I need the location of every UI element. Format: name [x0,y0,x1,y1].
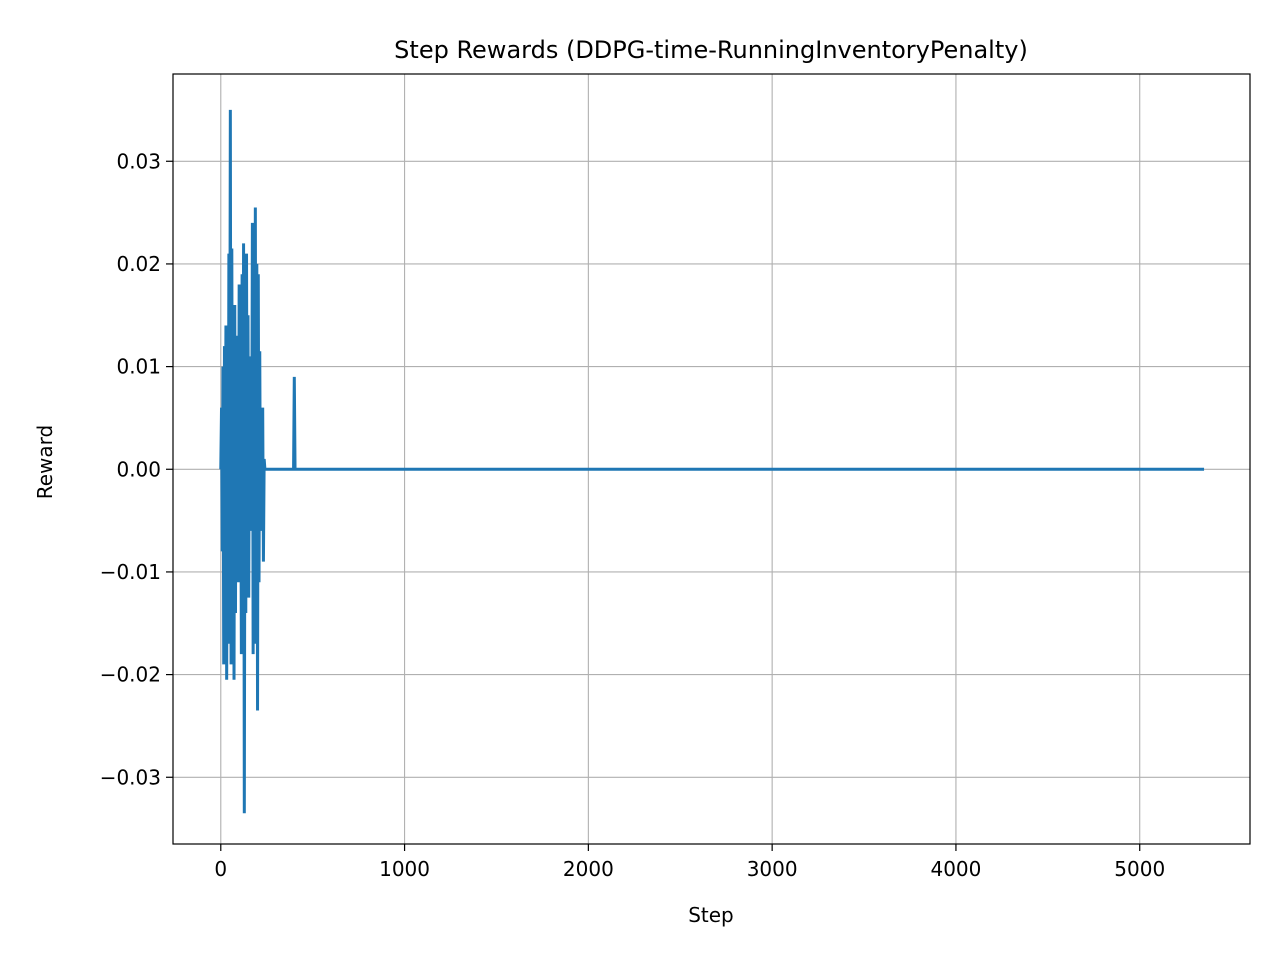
x-tick-label: 3000 [747,857,798,881]
plot-frame [172,73,1251,845]
y-tick-label: −0.03 [100,765,161,789]
y-tick-label: −0.02 [100,663,161,687]
x-tick-label: 0 [214,857,227,881]
x-tick-label: 2000 [563,857,614,881]
y-tick-label: −0.01 [100,560,161,584]
y-tick-label: 0.03 [116,149,161,173]
x-tick-label: 5000 [1114,857,1165,881]
x-tick-label: 4000 [930,857,981,881]
y-tick-label: 0.01 [116,355,161,379]
axis-ticks: 0 1000 2000 3000 4000 5000 −0.03 −0.02 −0.01 0.00… [100,149,1165,881]
x-tick-label: 1000 [379,857,430,881]
y-tick-label: 0.00 [116,457,161,481]
grid-lines [173,74,1250,844]
chart-title: Step Rewards (DDPG-time-RunningInventory… [394,36,1028,64]
series-layer [219,109,1205,814]
x-axis-label: Step [688,903,734,927]
y-tick-label: 0.02 [116,252,161,276]
y-axis-label: Reward [33,425,57,499]
reward-series-line [219,109,1205,814]
